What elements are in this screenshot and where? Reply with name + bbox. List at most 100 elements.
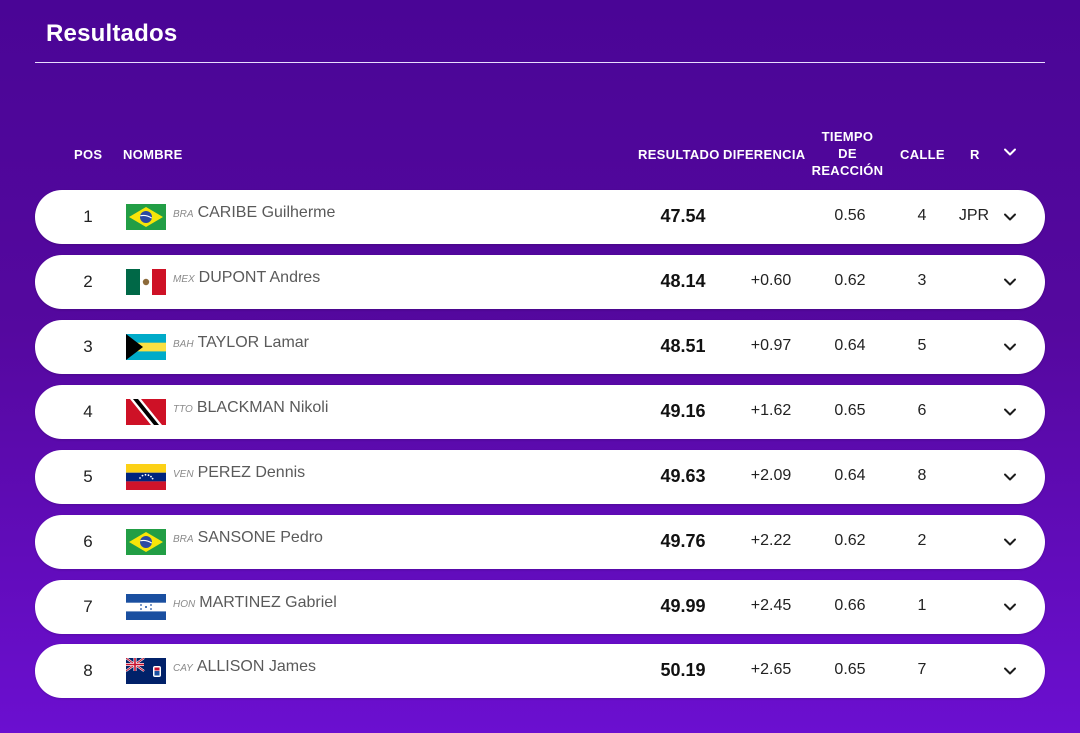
header-reaction-line3: REACCIÓN bbox=[811, 163, 884, 178]
result-time: 50.19 bbox=[660, 660, 706, 680]
result-time: 49.63 bbox=[660, 466, 706, 486]
athlete-cell: BAH TAYLOR Lamar bbox=[173, 334, 309, 352]
header-result: RESULTADO bbox=[638, 147, 720, 162]
athlete-name: CARIBE Guilherme bbox=[197, 204, 336, 221]
venezuela-flag-icon bbox=[126, 464, 166, 490]
country-code: TTO bbox=[173, 404, 193, 415]
reaction-time: 0.62 bbox=[834, 272, 866, 289]
header-lane: CALLE bbox=[900, 147, 945, 162]
difference: +2.45 bbox=[750, 597, 792, 614]
expand-all-chevron-down-icon[interactable] bbox=[1003, 145, 1017, 159]
reaction-time: 0.66 bbox=[834, 597, 866, 614]
bahamas-flag-icon bbox=[126, 334, 166, 360]
header-record: R bbox=[970, 147, 980, 162]
cayman-flag-icon bbox=[126, 658, 166, 684]
header-name: NOMBRE bbox=[123, 147, 183, 162]
expand-chevron-down-icon[interactable] bbox=[1003, 600, 1017, 614]
athlete-name: BLACKMAN Nikoli bbox=[196, 399, 329, 416]
row-position: 6 bbox=[83, 532, 93, 551]
athlete-cell: BRA CARIBE Guilherme bbox=[173, 204, 335, 222]
athlete-cell: TTO BLACKMAN Nikoli bbox=[173, 399, 328, 417]
table-row[interactable]: 8 CAY ALLISON James 50.19 +2.65 0.65 7 bbox=[35, 644, 1045, 698]
lane: 7 bbox=[917, 661, 927, 678]
table-row[interactable]: 4 TTO BLACKMAN Nikoli 49.16 +1.62 0.65 6 bbox=[35, 385, 1045, 439]
expand-chevron-down-icon[interactable] bbox=[1003, 340, 1017, 354]
header-reaction-line2: DE bbox=[838, 146, 857, 161]
difference: +2.09 bbox=[750, 467, 792, 484]
expand-chevron-down-icon[interactable] bbox=[1003, 535, 1017, 549]
table-row[interactable]: 6 BRA SANSONE Pedro 49.76 +2.22 0.62 2 bbox=[35, 515, 1045, 569]
honduras-flag-icon bbox=[126, 594, 166, 620]
lane: 2 bbox=[917, 532, 927, 549]
difference: +2.65 bbox=[750, 661, 792, 678]
table-row[interactable]: 1 BRA CARIBE Guilherme 47.54 0.56 4 JPR bbox=[35, 190, 1045, 244]
expand-chevron-down-icon[interactable] bbox=[1003, 664, 1017, 678]
table-row[interactable]: 7 HON MARTINEZ Gabriel 49.99 +2.45 0.66 1 bbox=[35, 580, 1045, 634]
trinidad-flag-icon bbox=[126, 399, 166, 425]
athlete-name: ALLISON James bbox=[196, 658, 316, 675]
expand-chevron-down-icon[interactable] bbox=[1003, 470, 1017, 484]
title-divider bbox=[35, 62, 1045, 63]
lane: 6 bbox=[917, 402, 927, 419]
result-time: 47.54 bbox=[660, 206, 706, 226]
header-difference: DIFERENCIA bbox=[723, 147, 806, 162]
table-row[interactable]: 3 BAH TAYLOR Lamar 48.51 +0.97 0.64 5 bbox=[35, 320, 1045, 374]
result-time: 49.99 bbox=[660, 596, 706, 616]
athlete-name: TAYLOR Lamar bbox=[197, 334, 309, 351]
country-code: HON bbox=[173, 599, 196, 610]
row-position: 7 bbox=[83, 597, 93, 616]
athlete-cell: HON MARTINEZ Gabriel bbox=[173, 594, 337, 612]
row-position: 3 bbox=[83, 337, 93, 356]
brazil-flag-icon bbox=[126, 529, 166, 555]
athlete-cell: CAY ALLISON James bbox=[173, 658, 316, 676]
table-header: POS NOMBRE RESULTADO DIFERENCIA TIEMPO D… bbox=[35, 128, 1045, 180]
row-position: 8 bbox=[83, 661, 93, 680]
lane: 5 bbox=[917, 337, 927, 354]
table-row[interactable]: 5 VEN PEREZ Dennis 49.63 +2.09 0.64 8 bbox=[35, 450, 1045, 504]
row-position: 1 bbox=[83, 207, 93, 226]
difference: +2.22 bbox=[750, 532, 792, 549]
expand-chevron-down-icon[interactable] bbox=[1003, 405, 1017, 419]
difference: +1.62 bbox=[750, 402, 792, 419]
lane: 1 bbox=[917, 597, 927, 614]
reaction-time: 0.64 bbox=[834, 337, 866, 354]
mexico-flag-icon bbox=[126, 269, 166, 295]
athlete-cell: MEX DUPONT Andres bbox=[173, 269, 320, 287]
record-badge: JPR bbox=[958, 207, 990, 224]
country-code: BRA bbox=[173, 534, 194, 545]
result-time: 49.16 bbox=[660, 401, 706, 421]
country-code: VEN bbox=[173, 469, 194, 480]
country-code: BAH bbox=[173, 339, 194, 350]
lane: 8 bbox=[917, 467, 927, 484]
athlete-cell: VEN PEREZ Dennis bbox=[173, 464, 305, 482]
reaction-time: 0.64 bbox=[834, 467, 866, 484]
athlete-name: MARTINEZ Gabriel bbox=[199, 594, 337, 611]
country-code: BRA bbox=[173, 209, 194, 220]
lane: 3 bbox=[917, 272, 927, 289]
table-row[interactable]: 2 MEX DUPONT Andres 48.14 +0.60 0.62 3 bbox=[35, 255, 1045, 309]
result-time: 48.14 bbox=[660, 271, 706, 291]
reaction-time: 0.56 bbox=[834, 207, 866, 224]
row-position: 5 bbox=[83, 467, 93, 486]
header-reaction-line1: TIEMPO bbox=[821, 129, 874, 144]
athlete-name: DUPONT Andres bbox=[198, 269, 321, 286]
reaction-time: 0.65 bbox=[834, 661, 866, 678]
expand-chevron-down-icon[interactable] bbox=[1003, 210, 1017, 224]
difference: +0.60 bbox=[750, 272, 792, 289]
reaction-time: 0.65 bbox=[834, 402, 866, 419]
header-pos: POS bbox=[74, 147, 103, 162]
result-time: 48.51 bbox=[660, 336, 706, 356]
row-position: 2 bbox=[83, 272, 93, 291]
country-code: CAY bbox=[173, 663, 193, 674]
difference: +0.97 bbox=[750, 337, 792, 354]
header-reaction-time: TIEMPO DE REACCIÓN bbox=[805, 128, 890, 179]
lane: 4 bbox=[917, 207, 927, 224]
athlete-name: PEREZ Dennis bbox=[197, 464, 306, 481]
athlete-cell: BRA SANSONE Pedro bbox=[173, 529, 323, 547]
country-code: MEX bbox=[173, 274, 195, 285]
expand-chevron-down-icon[interactable] bbox=[1003, 275, 1017, 289]
brazil-flag-icon bbox=[126, 204, 166, 230]
row-position: 4 bbox=[83, 402, 93, 421]
athlete-name: SANSONE Pedro bbox=[197, 529, 323, 546]
page-title: Resultados bbox=[46, 20, 178, 47]
